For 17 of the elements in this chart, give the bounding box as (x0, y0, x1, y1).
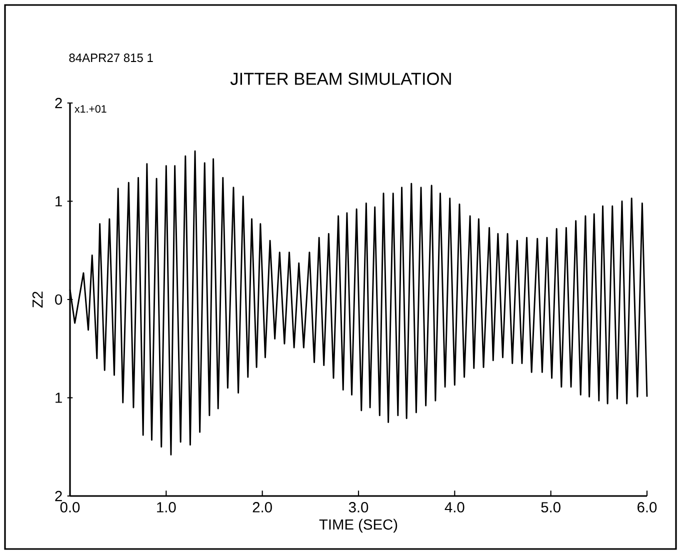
x-tick-label: 3.0 (348, 502, 368, 512)
x-tick-label: 5.0 (541, 502, 560, 512)
y-tick-label: 1 (56, 392, 62, 403)
x-tick-label: 4.0 (444, 502, 464, 512)
x-tick-label: 0.0 (60, 502, 80, 512)
y-tick-label: 1 (56, 196, 62, 206)
y-tick-label: 2 (55, 490, 62, 502)
chart-title: JITTER BEAM SIMULATION (230, 72, 451, 85)
x-tick-label: 6.0 (638, 502, 657, 512)
text: 84APR27 815 1 (69, 54, 153, 62)
y-tick-label: 0 (55, 294, 62, 305)
x-tick-label: 1.0 (157, 502, 176, 512)
x-tick-label: 2.0 (252, 502, 272, 512)
y-axis-title: Z2 (32, 292, 43, 308)
annotation: x1.+01 (74, 105, 106, 113)
y-tick-label: 2 (55, 98, 62, 108)
x-axis-title: TIME (SEC) (319, 518, 398, 533)
